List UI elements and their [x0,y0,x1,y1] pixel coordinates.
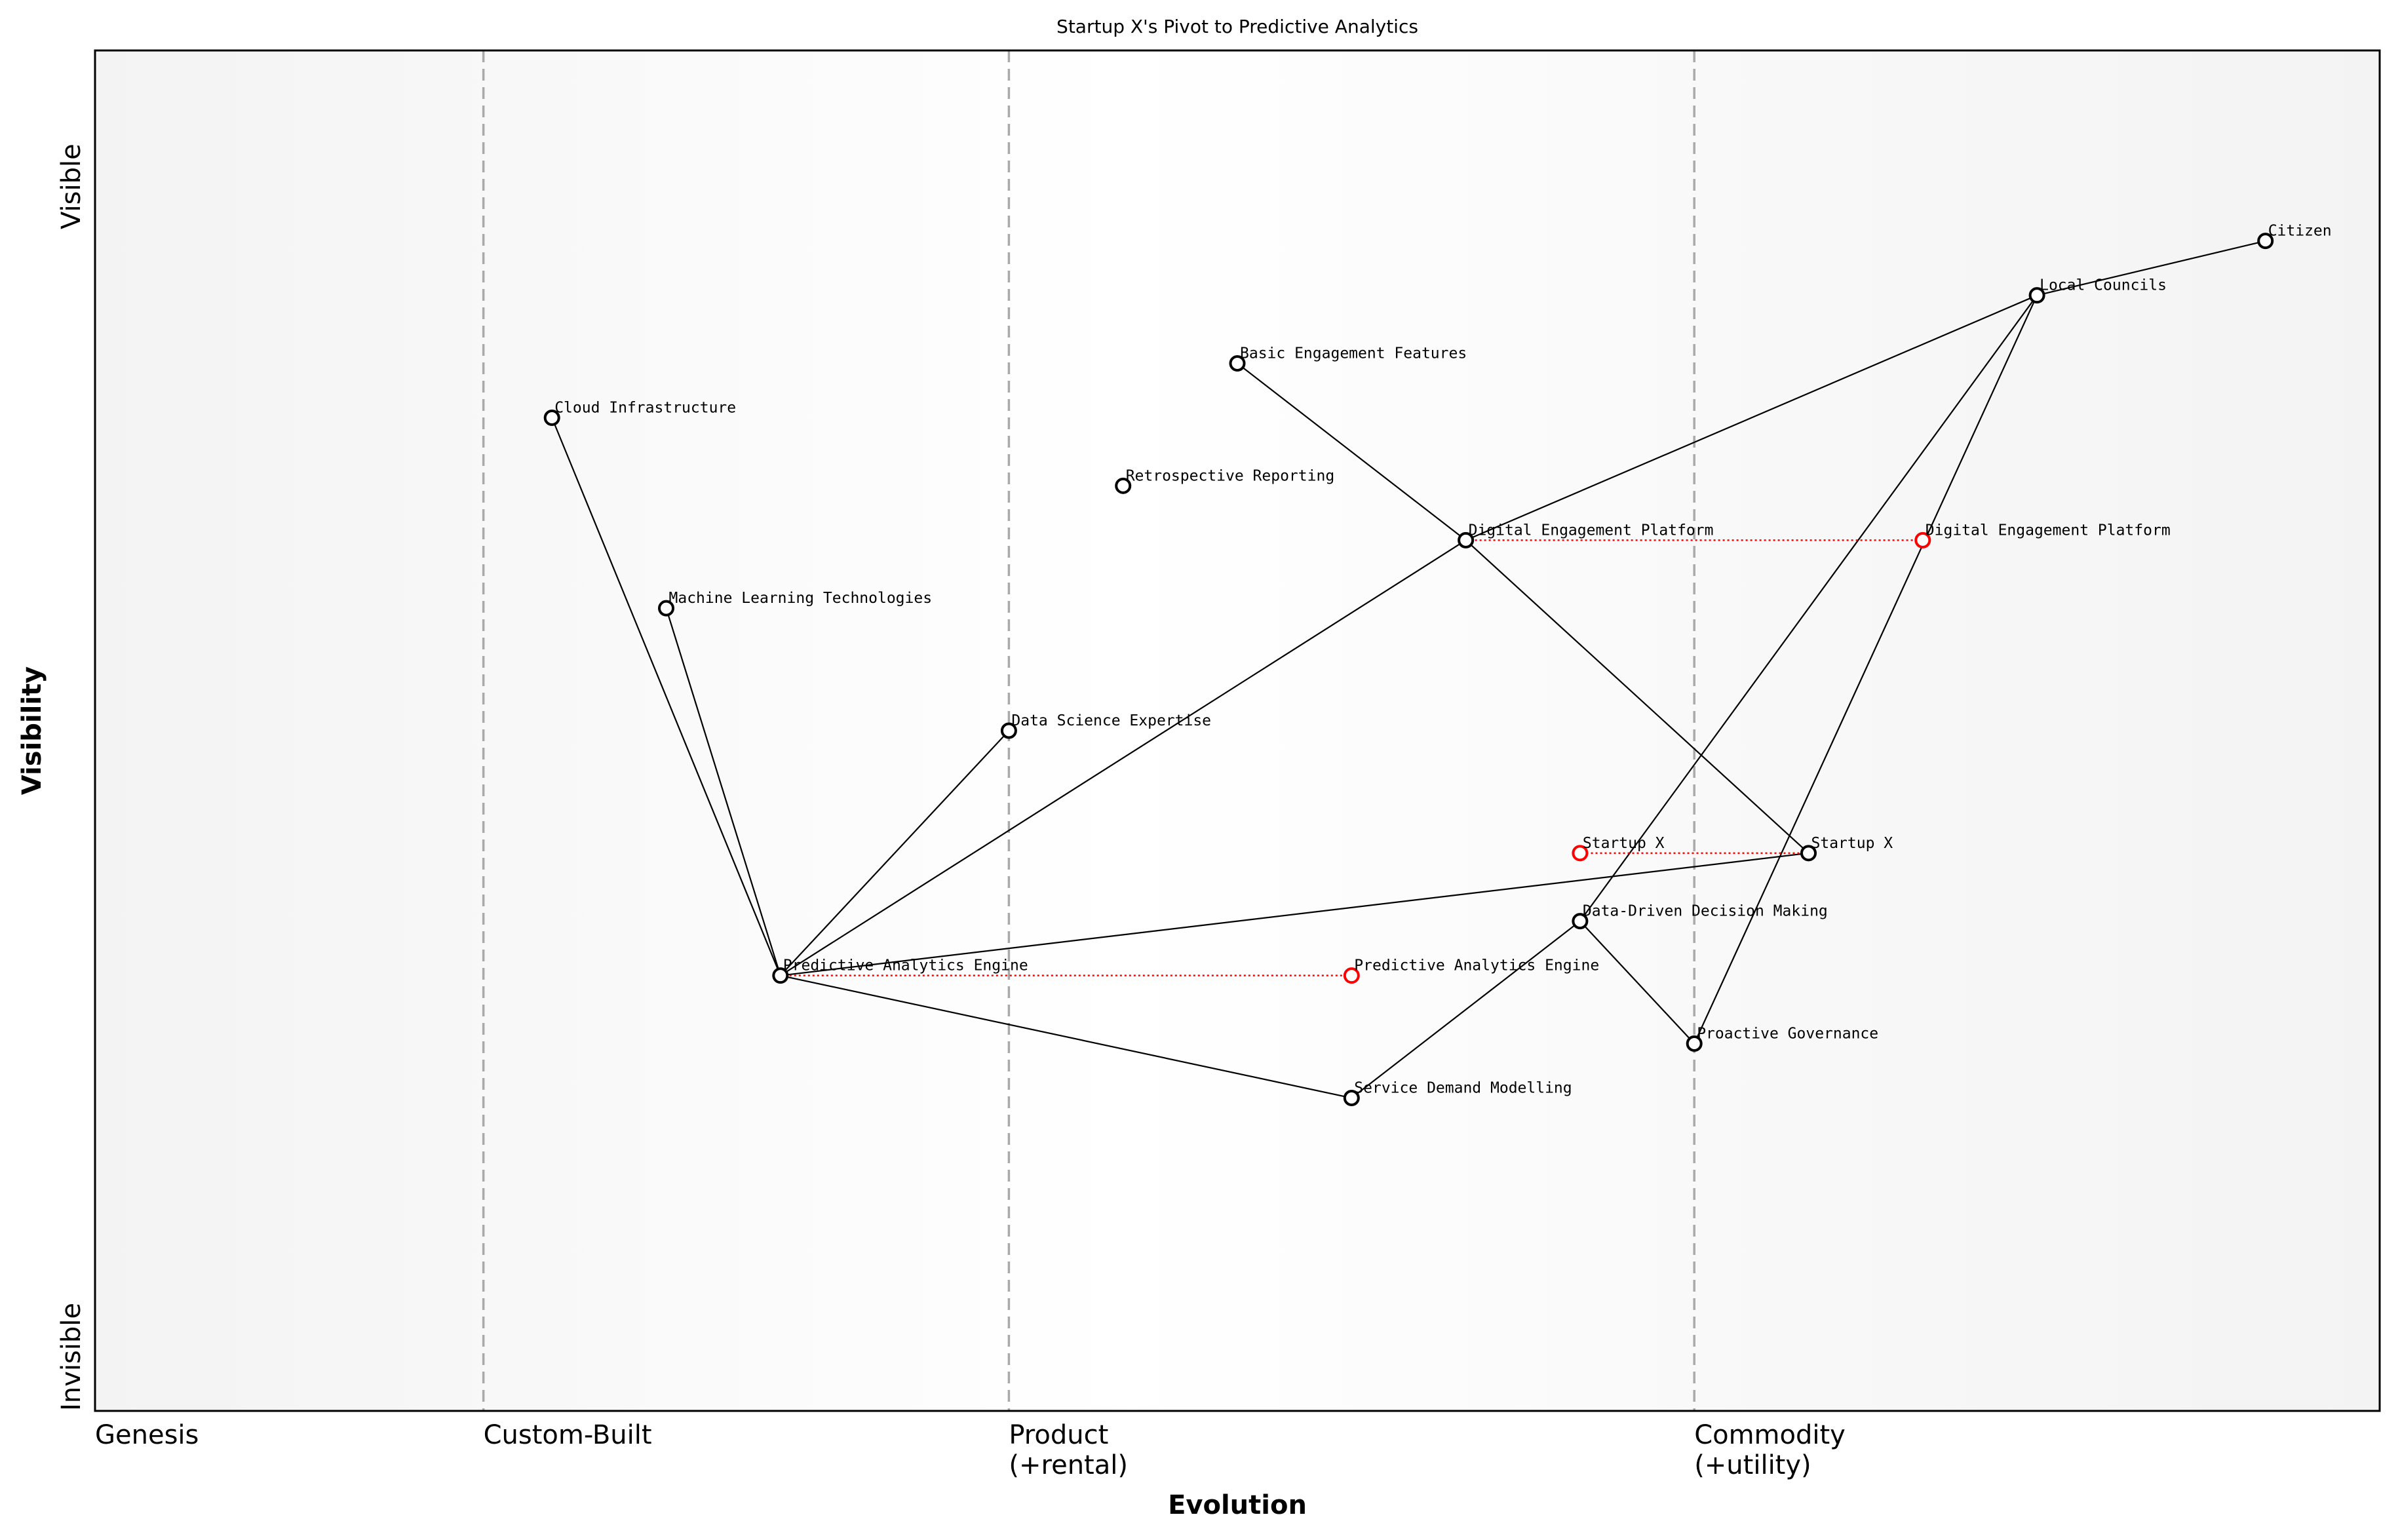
node-service-demand-modelling[interactable] [1343,1090,1360,1107]
node-proactive-governance[interactable] [1686,1035,1703,1052]
link-citizen-to-local-councils [2036,240,2266,296]
link-machine-learning-technologies-to-predictive-analytics-engine [665,607,781,976]
link-data-science-expertise-to-predictive-analytics-engine [779,730,1010,976]
node-basic-engagement-features[interactable] [1229,355,1246,372]
label-local-councils: Local Councils [2040,277,2167,294]
stage-label-custom-built: Custom-Built [484,1420,652,1450]
evolved-node-predictive-analytics-engine[interactable] [1343,967,1360,984]
y-axis-label: Visibility [17,666,47,795]
y-tick-invisible: Invisible [56,1303,87,1411]
label-service-demand-modelling: Service Demand Modelling [1354,1080,1572,1097]
node-retrospective-reporting[interactable] [1115,477,1132,494]
link-basic-engagement-features-to-digital-engagement-platform [1237,362,1467,541]
node-data-science-expertise[interactable] [1000,722,1017,739]
stage-label-commodity: Commodity (+utility) [1694,1420,1846,1480]
node-local-councils[interactable] [2028,287,2045,304]
label-basic-engagement-features: Basic Engagement Features [1240,345,1467,362]
link-startup-x-to-predictive-analytics-engine [780,852,1809,976]
x-axis-label: Evolution [1168,1490,1307,1520]
link-local-councils-to-digital-engagement-platform [1465,294,2038,541]
label-data-science-expertise: Data Science Expertise [1011,712,1211,729]
label-machine-learning-technologies: Machine Learning Technologies [669,590,933,607]
link-digital-engagement-platform-to-startup-x [1465,539,1810,854]
label-data-driven-decision-making: Data-Driven Decision Making [1583,903,1828,920]
label-citizen: Citizen [2268,223,2332,240]
stage-label-product: Product (+rental) [1009,1420,1128,1480]
evolved-node-digital-engagement-platform[interactable] [1914,531,1931,549]
chart-title: Startup X's Pivot to Predictive Analytic… [1056,16,1418,37]
node-cloud-infrastructure[interactable] [543,410,560,427]
evolved-label-predictive-analytics-engine: Predictive Analytics Engine [1354,957,1599,974]
plot-area [95,50,2380,1411]
stage-label-genesis: Genesis [95,1420,199,1450]
evolved-label-digital-engagement-platform: Digital Engagement Platform [1926,522,2171,539]
link-local-councils-to-data-driven-decision-making [1579,295,2038,922]
link-digital-engagement-platform-to-predictive-analytics-engine [780,539,1467,976]
node-startup-x[interactable] [1800,845,1817,862]
node-predictive-analytics-engine[interactable] [772,967,789,984]
label-retrospective-reporting: Retrospective Reporting [1126,467,1335,484]
evolved-node-startup-x[interactable] [1572,845,1589,862]
label-cloud-infrastructure: Cloud Infrastructure [554,400,736,417]
plot-frame [94,49,2381,1412]
node-data-driven-decision-making[interactable] [1572,913,1589,930]
node-machine-learning-technologies[interactable] [658,600,674,617]
label-proactive-governance: Proactive Governance [1697,1025,1878,1042]
y-tick-visible: Visible [56,144,87,229]
link-data-driven-decision-making-to-proactive-governance [1579,920,1695,1045]
node-citizen[interactable] [2257,233,2274,250]
node-digital-engagement-platform[interactable] [1458,531,1475,549]
link-service-demand-modelling-to-data-driven-decision-making [1351,920,1581,1099]
link-cloud-infrastructure-to-predictive-analytics-engine [551,417,781,976]
label-digital-engagement-platform: Digital Engagement Platform [1469,522,1714,539]
label-startup-x: Startup X [1811,835,1893,852]
label-predictive-analytics-engine: Predictive Analytics Engine [783,957,1028,974]
link-local-councils-to-proactive-governance [1694,295,2038,1044]
link-predictive-analytics-engine-to-service-demand-modelling [780,974,1352,1099]
evolved-label-startup-x: Startup X [1583,835,1665,852]
